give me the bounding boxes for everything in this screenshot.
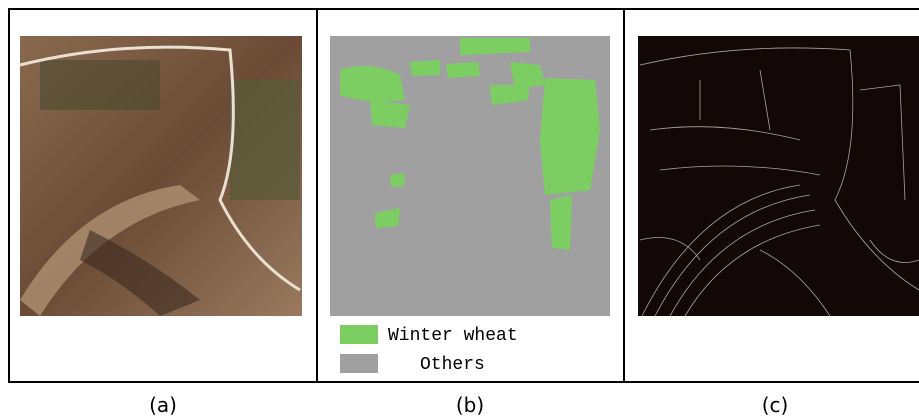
figure: Winter wheat Others (a) (b) (c) [0, 0, 919, 420]
legend-label: Others [420, 355, 485, 375]
panel-label: (b) [456, 393, 484, 417]
panel-label: (c) [762, 393, 789, 417]
legend-swatch [340, 354, 378, 373]
panel-label: (a) [149, 393, 177, 417]
satellite-image [20, 36, 302, 316]
classification-map [330, 36, 610, 316]
page: Winter wheatOthers (a)(b)(c) (() => { co… [0, 0, 919, 420]
legend-label: Winter wheat [388, 326, 518, 346]
edge-image [638, 36, 919, 316]
legend-swatch [340, 325, 378, 344]
legend: Winter wheat Others [340, 325, 518, 375]
